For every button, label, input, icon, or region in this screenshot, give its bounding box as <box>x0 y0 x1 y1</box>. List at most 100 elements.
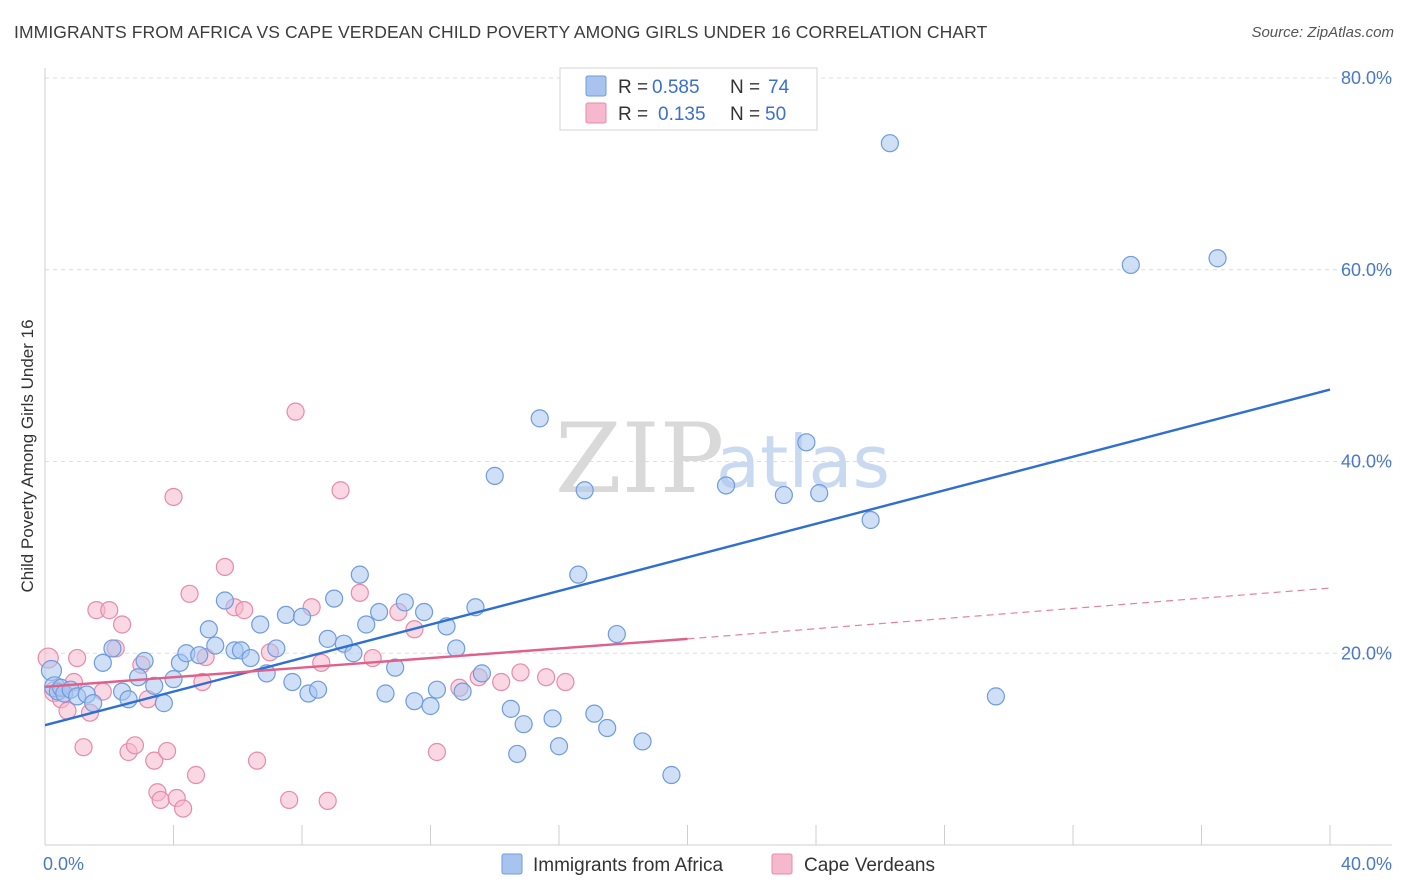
africa-point <box>251 615 270 634</box>
watermark-atlas: atlas <box>716 420 890 504</box>
africa-point <box>508 744 527 764</box>
cape-verdeans-point <box>286 402 305 421</box>
africa-point <box>447 639 466 658</box>
cape-verdeans-point <box>215 557 234 577</box>
cape-verdeans-trend-extension <box>687 587 1331 640</box>
africa-point <box>986 687 1006 706</box>
africa-point <box>472 664 491 683</box>
africa-point <box>103 639 122 658</box>
legend-swatch-cape-verdeans <box>585 102 607 124</box>
africa-point <box>810 484 829 503</box>
axes <box>44 68 1392 846</box>
africa-point <box>283 672 302 692</box>
watermark: ZIP atlas <box>555 403 890 515</box>
legend-n-value-cape-verdeans: 50 <box>765 104 786 125</box>
africa-point <box>164 670 183 689</box>
africa-point <box>308 680 328 699</box>
legend-r-value-africa: 0.585 <box>652 77 700 98</box>
africa-point <box>797 433 816 452</box>
africa-point <box>206 636 225 655</box>
legend-r-label-cape-verdeans: R = <box>618 104 648 125</box>
trend-lines <box>44 388 1331 727</box>
cape-verdeans-point <box>235 601 254 620</box>
africa-point <box>190 646 209 665</box>
africa-point <box>405 692 424 711</box>
legend-n-label-africa: N = <box>730 77 760 98</box>
cape-verdeans-point <box>112 615 132 634</box>
africa-point <box>543 709 562 728</box>
africa-point <box>84 694 103 713</box>
legend-swatch-africa <box>585 75 607 97</box>
x-tick-label-min: 0.0% <box>43 854 84 874</box>
y-axis-label: Child Poverty Among Girls Under 16 <box>18 319 37 592</box>
africa-point <box>376 684 395 703</box>
cape-verdeans-point <box>511 663 530 682</box>
africa-point <box>530 409 549 428</box>
cape-verdeans-point <box>537 668 556 687</box>
africa-point <box>716 476 736 495</box>
legend-r-value-cape-verdeans: 0.135 <box>658 104 706 125</box>
africa-point <box>514 715 533 734</box>
chart-title: IMMIGRANTS FROM AFRICA VS CAPE VERDEAN C… <box>14 22 988 42</box>
africa-trend-line <box>44 388 1331 727</box>
cape-verdeans-point <box>100 601 119 620</box>
africa-point <box>370 602 389 622</box>
africa-point <box>395 593 414 612</box>
cape-verdeans-point <box>350 583 369 602</box>
africa-point <box>318 629 337 648</box>
africa-point <box>607 624 626 644</box>
bottom-legend-swatch-africa <box>501 853 523 875</box>
africa-point <box>633 732 652 751</box>
cape-verdeans-point <box>318 791 337 810</box>
bottom-legend-label-africa: Immigrants from Africa <box>533 855 723 876</box>
legend-n-label-cape-verdeans: N = <box>730 104 760 125</box>
africa-point <box>575 481 594 500</box>
legend-r-label-africa: R = <box>618 77 648 98</box>
africa-point <box>1121 255 1140 275</box>
x-tick-label-max: 40.0% <box>1341 854 1392 874</box>
cape-verdeans-point <box>312 653 331 672</box>
africa-point <box>357 615 376 634</box>
africa-point <box>453 682 472 701</box>
cape-verdeans-point <box>280 790 299 810</box>
africa-point <box>292 607 312 626</box>
cape-verdeans-point <box>331 481 350 500</box>
cape-verdeans-point <box>68 648 87 668</box>
africa-point <box>199 620 218 639</box>
cape-verdeans-point <box>427 742 447 762</box>
africa-point <box>129 668 148 687</box>
africa-point <box>267 639 286 658</box>
africa-point <box>880 134 899 153</box>
africa-point <box>276 605 296 625</box>
y-tick-label-20: 20.0% <box>1341 643 1392 663</box>
africa-point <box>350 565 369 584</box>
africa-point <box>774 485 793 505</box>
africa-point <box>427 680 447 699</box>
bottom-legend: Immigrants from Africa Cape Verdeans <box>501 853 935 876</box>
y-tick-label-60: 60.0% <box>1341 260 1392 280</box>
africa-point <box>93 653 112 672</box>
source-credit: Source: ZipAtlas.com <box>1251 24 1394 41</box>
cape-verdeans-point <box>174 799 193 818</box>
africa-point <box>1208 249 1227 268</box>
bottom-legend-label-cape-verdeans: Cape Verdeans <box>804 855 935 876</box>
cape-verdeans-point <box>164 487 183 507</box>
africa-point <box>549 737 569 756</box>
africa-point <box>421 696 440 716</box>
y-tick-label-80: 80.0% <box>1341 68 1392 88</box>
africa-point <box>501 699 520 718</box>
africa-points <box>40 134 1227 785</box>
cape-verdeans-point <box>151 790 170 810</box>
africa-point <box>861 510 880 530</box>
cape-verdeans-point <box>492 672 511 692</box>
africa-point <box>585 704 604 723</box>
africa-point <box>215 591 234 610</box>
africa-point <box>386 658 405 677</box>
africa-point <box>662 765 681 785</box>
cape-verdeans-point <box>157 741 177 761</box>
africa-point <box>145 676 164 695</box>
africa-point <box>154 694 173 713</box>
cape-verdeans-point <box>247 751 267 770</box>
africa-point <box>241 648 260 668</box>
